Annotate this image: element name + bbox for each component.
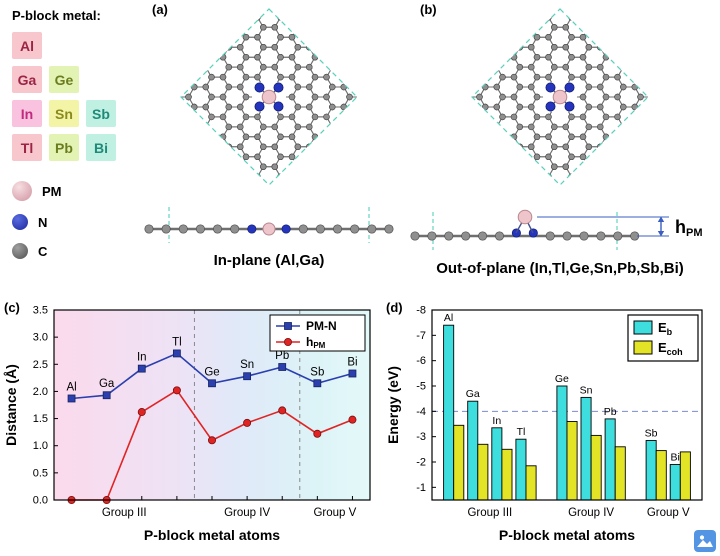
metal-box-Sb: Sb xyxy=(86,100,116,127)
svg-text:Group IV: Group IV xyxy=(224,507,270,519)
svg-text:PM-N: PM-N xyxy=(306,319,337,333)
panel-a-label: (a) xyxy=(152,2,168,17)
svg-text:-2: -2 xyxy=(416,457,426,469)
metal-box-Al: Al xyxy=(12,32,42,59)
svg-text:Sb: Sb xyxy=(645,428,658,440)
svg-text:In: In xyxy=(492,415,501,427)
panel-d: (d) Al Ga In Tl Ge Sn Pb Sb Bi -8 -7 -6 -5 -4 -3 -2 -1 Gr… xyxy=(384,300,720,556)
panel-c-label: (c) xyxy=(4,300,20,315)
svg-text:1.0: 1.0 xyxy=(33,440,48,452)
svg-text:Sn: Sn xyxy=(580,384,593,396)
panel-b-label: (b) xyxy=(420,2,437,17)
svg-text:In: In xyxy=(137,352,147,364)
bar-chart-energy: Al Ga In Tl Ge Sn Pb Sb Bi -8 -7 -6 -5 -4 -3 -2 -1 Group … xyxy=(385,305,703,543)
svg-text:-4: -4 xyxy=(416,406,426,418)
svg-text:P-block metal atoms: P-block metal atoms xyxy=(499,527,635,543)
svg-text:Tl: Tl xyxy=(172,336,182,348)
metal-box-Ga: Ga xyxy=(12,66,42,93)
svg-text:Ge: Ge xyxy=(204,366,219,378)
svg-text:Sn: Sn xyxy=(240,359,254,371)
top-row: P-block metal: Al Ga Ge In Sn Sb Tl Pb Bi PM N C (… xyxy=(0,0,720,300)
svg-text:Bi: Bi xyxy=(671,452,680,464)
svg-text:-6: -6 xyxy=(416,355,426,367)
atom-legend-label: N xyxy=(38,214,48,230)
atom-legend-label: PM xyxy=(42,183,62,199)
svg-text:Al: Al xyxy=(444,312,453,324)
panel-d-label: (d) xyxy=(386,300,403,315)
pblock-metal-legend: P-block metal: Al Ga Ge In Sn Sb Tl Pb Bi PM N C xyxy=(0,0,138,300)
atom-legend-label: C xyxy=(38,243,48,259)
svg-text:3.5: 3.5 xyxy=(33,305,48,317)
svg-text:Group IV: Group IV xyxy=(568,507,614,519)
atom-legend-row-N: N xyxy=(12,214,138,230)
svg-text:Ecoh: Ecoh xyxy=(658,340,683,357)
legend-title: P-block metal: xyxy=(12,8,101,23)
structure-side-view-outofplane: hPM xyxy=(410,209,703,250)
panel-c: (c) 0.0 0.5 1.0 1.5 2.0 2.5 3.0 3.5 Al Ga In Tl Ge Sn… xyxy=(0,300,384,556)
svg-text:Ge: Ge xyxy=(555,373,569,385)
svg-text:-3: -3 xyxy=(416,431,426,443)
svg-text:Group III: Group III xyxy=(102,507,147,519)
svg-text:-8: -8 xyxy=(416,305,426,317)
atom-sphere-C-icon xyxy=(12,243,28,259)
atom-legend-row-PM: PM xyxy=(12,181,138,201)
svg-text:-7: -7 xyxy=(416,330,426,342)
watermark-icon xyxy=(694,530,716,552)
panel-b-caption: Out-of-plane (In,Tl,Ge,Sn,Pb,Sb,Bi) xyxy=(436,260,684,277)
svg-text:2.5: 2.5 xyxy=(33,359,48,371)
svg-text:Tl: Tl xyxy=(517,426,526,438)
structure-top-view-outofplane xyxy=(471,8,649,186)
panel-a: (a) In-plane (Al,Ga) xyxy=(138,0,400,300)
svg-text:Sb: Sb xyxy=(310,366,324,378)
svg-text:Eb: Eb xyxy=(658,320,673,337)
metal-box-Tl: Tl xyxy=(12,134,42,161)
svg-text:1.5: 1.5 xyxy=(33,413,48,425)
metal-grid: Al Ga Ge In Sn Sb Tl Pb Bi xyxy=(12,32,138,161)
svg-text:-5: -5 xyxy=(416,381,426,393)
svg-text:P-block metal atoms: P-block metal atoms xyxy=(144,527,280,543)
svg-text:Energy (eV): Energy (eV) xyxy=(385,366,401,444)
svg-text:Pb: Pb xyxy=(604,406,617,418)
svg-text:Bi: Bi xyxy=(347,357,357,369)
svg-text:Ga: Ga xyxy=(466,388,480,400)
svg-text:Distance (Å): Distance (Å) xyxy=(3,364,19,446)
svg-text:-1: -1 xyxy=(416,482,426,494)
svg-text:hPM: hPM xyxy=(306,335,326,350)
line-chart-distance: 0.0 0.5 1.0 1.5 2.0 2.5 3.0 3.5 Al Ga In Tl Ge Sn Pb Sb… xyxy=(3,305,371,543)
structure-side-view-inplane xyxy=(144,207,394,243)
metal-box-Sn: Sn xyxy=(49,100,79,127)
panel-a-caption: In-plane (Al,Ga) xyxy=(213,252,325,269)
atom-legend-row-C: C xyxy=(12,243,138,259)
svg-text:Pb: Pb xyxy=(275,350,289,362)
atom-sphere-PM-icon xyxy=(12,181,32,201)
svg-text:3.0: 3.0 xyxy=(33,332,48,344)
structure-top-view-inplane xyxy=(180,8,358,186)
metal-box-Pb: Pb xyxy=(49,134,79,161)
svg-text:Group V: Group V xyxy=(647,507,690,519)
metal-box-Bi: Bi xyxy=(86,134,116,161)
svg-text:hPM: hPM xyxy=(675,217,703,239)
svg-text:Group III: Group III xyxy=(467,507,512,519)
svg-text:Ga: Ga xyxy=(99,378,115,390)
atom-sphere-N-icon xyxy=(12,214,28,230)
svg-text:Al: Al xyxy=(66,381,76,393)
bottom-row: (c) 0.0 0.5 1.0 1.5 2.0 2.5 3.0 3.5 Al Ga In Tl Ge Sn… xyxy=(0,300,720,556)
metal-box-Ge: Ge xyxy=(49,66,79,93)
svg-text:2.0: 2.0 xyxy=(33,386,48,398)
svg-text:0.5: 0.5 xyxy=(33,467,48,479)
atom-legend: PM N C xyxy=(12,181,138,259)
svg-text:0.0: 0.0 xyxy=(33,495,48,507)
metal-box-In: In xyxy=(12,100,42,127)
svg-text:Group V: Group V xyxy=(313,507,356,519)
panel-b: (b) hPM Out-of-plane (In,Tl,Ge,Sn,Pb,Sb,… xyxy=(400,0,720,300)
